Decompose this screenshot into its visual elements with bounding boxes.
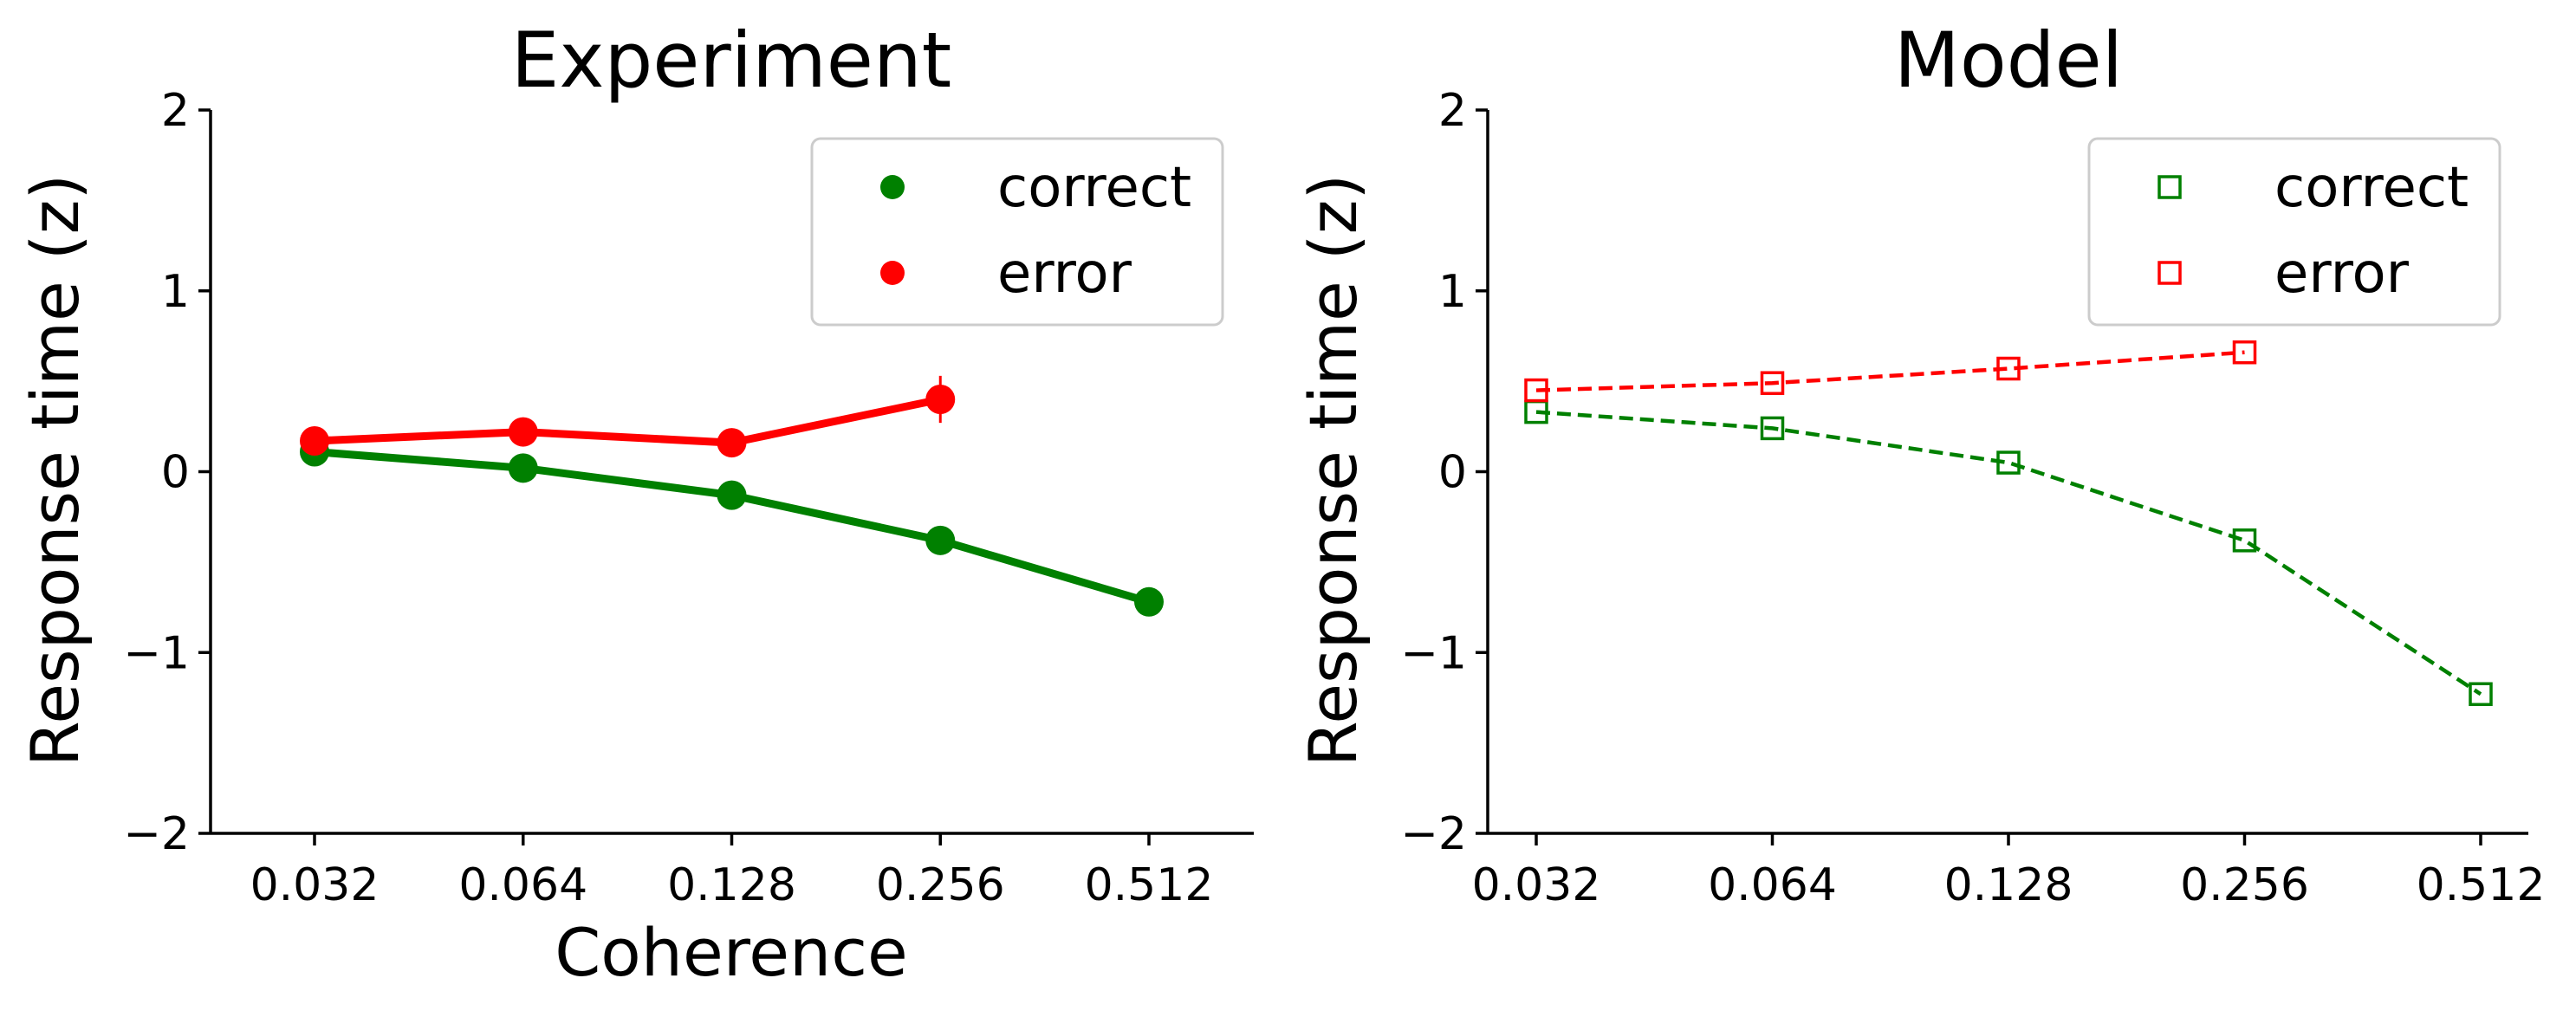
experiment-error-point [717, 428, 747, 458]
experiment-title: Experiment [511, 16, 951, 105]
model-x-tick-label: 0.512 [2417, 859, 2546, 911]
model-error-point [1760, 371, 1785, 395]
model-x-tick-label: 0.128 [1944, 859, 2073, 911]
experiment-correct-point [925, 525, 956, 555]
experiment-series-correct [300, 437, 1164, 617]
model-series-error [1524, 340, 2257, 403]
experiment-error-point [300, 426, 329, 457]
experiment-legend-label-error: error [997, 242, 1132, 306]
model-x-tick-label: 0.064 [1708, 859, 1837, 911]
experiment-error-point [508, 417, 538, 447]
experiment-x-tick-label: 0.032 [250, 859, 380, 911]
experiment-y-tick-label: 0 [161, 447, 190, 499]
experiment-error-line [314, 395, 942, 447]
model-error-point [1996, 356, 2021, 381]
experiment-y-tick-label: 1 [161, 266, 190, 318]
experiment-legend: correct error [810, 137, 1224, 327]
model-error-line [1535, 350, 2245, 392]
model-legend-marker-correct [2157, 175, 2182, 199]
experiment-legend-frame [810, 137, 1224, 327]
model-y-tick-label: 0 [1438, 447, 1467, 499]
model-correct-point [1996, 450, 2021, 475]
experiment-x-tick-label: 0.256 [876, 859, 1005, 911]
model-correct-line [1535, 410, 2482, 696]
model-y-tick-label: 2 [1438, 85, 1467, 137]
model-legend-frame [2087, 137, 2501, 327]
model-y-axis-label: Response time (z) [1294, 174, 1372, 767]
experiment-y-tick-label: −2 [123, 808, 190, 860]
model-y-tick-label: −2 [1400, 808, 1467, 860]
model-legend-label-error: error [2274, 242, 2410, 306]
experiment-x-tick-label: 0.512 [1085, 859, 1214, 911]
experiment-x-axis-label: Coherence [555, 914, 908, 991]
experiment-legend-marker-error [880, 261, 905, 285]
experiment-y-tick-label: 2 [161, 85, 190, 137]
model-x-tick-label: 0.032 [1472, 859, 1601, 911]
model-x-tick-label: 0.256 [2180, 859, 2309, 911]
model-legend: correct error [2087, 137, 2501, 327]
model-y-tick-label: −1 [1400, 627, 1467, 679]
experiment-legend-label-correct: correct [997, 156, 1191, 220]
experiment-series-error [300, 375, 956, 458]
model-y-tick-label: 1 [1438, 266, 1467, 318]
experiment-y-axis-label: Response time (z) [16, 174, 94, 767]
experiment-y-tick-label: −1 [123, 627, 190, 679]
experiment-correct-line [314, 448, 1151, 606]
experiment-legend-marker-correct [880, 175, 905, 199]
experiment-x-tick-label: 0.128 [667, 859, 796, 911]
experiment-panel: Experiment Response time (z) Coherence −… [16, 16, 1254, 991]
experiment-x-tick-label: 0.064 [458, 859, 587, 911]
model-error-point [2232, 340, 2257, 365]
experiment-error-point [925, 385, 956, 414]
experiment-correct-point [717, 480, 747, 510]
model-legend-label-correct: correct [2274, 156, 2469, 220]
model-title: Model [1894, 16, 2123, 105]
model-panel: Model Response time (z) −2 −1 0 1 2 0.032 0.06… [1294, 16, 2545, 911]
experiment-correct-point [508, 453, 538, 483]
model-error-point [1524, 378, 1548, 403]
model-legend-marker-error [2157, 261, 2182, 285]
model-correct-point [2469, 682, 2493, 707]
model-correct-point [1760, 416, 1785, 441]
model-correct-point [2232, 528, 2257, 553]
experiment-correct-point [1134, 586, 1164, 617]
model-series-correct [1524, 399, 2493, 707]
